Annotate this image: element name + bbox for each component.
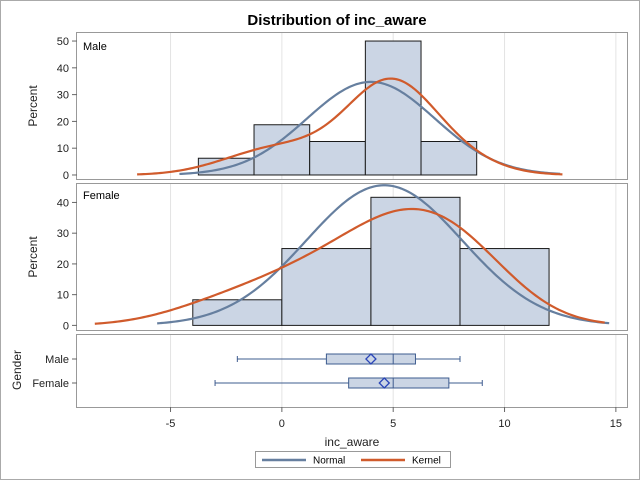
- boxplot-male-box: [325, 353, 416, 365]
- panel-female-kernel-curve: [94, 207, 605, 325]
- panel-male-ytick-label: 30: [57, 90, 69, 102]
- panel-male-bar: [364, 40, 422, 176]
- boxplot-male-label: Male: [45, 354, 69, 366]
- panel-male-ytick-label: 10: [57, 143, 69, 155]
- x-tick-label: 0: [279, 418, 285, 430]
- panel-male-bar: [309, 140, 366, 176]
- panel-male-ytick-label: 40: [57, 63, 69, 75]
- panel-male-label: Male: [83, 41, 107, 53]
- panel-male-ylabel: Percent: [26, 85, 40, 127]
- panel-female-frame: [76, 183, 628, 331]
- legend-normal-label: Normal: [313, 456, 345, 467]
- x-axis-label: inc_aware: [325, 435, 380, 449]
- chart-title: Distribution of inc_aware: [247, 12, 426, 29]
- panel-female-ytick-label: 0: [63, 320, 69, 332]
- legend: Normal Kernel: [255, 451, 451, 468]
- boxplot-female-box: [348, 377, 450, 389]
- x-tick-label: 15: [610, 418, 622, 430]
- panel-male-bar: [420, 140, 478, 176]
- boxplot-female-mean-marker: [378, 377, 391, 389]
- panel-male-ytick-label: 50: [57, 36, 69, 48]
- panel-female-bar: [370, 196, 461, 326]
- panel-female: Female Percent 0 10 20 30 40: [26, 183, 628, 332]
- x-tick-label: -5: [166, 418, 176, 430]
- panel-male-bar: [253, 124, 311, 176]
- boxplot-ylabel: Gender: [10, 350, 24, 390]
- panel-female-label: Female: [83, 190, 120, 202]
- panel-female-ytick-label: 20: [57, 259, 69, 271]
- x-axis: -5 0 5 10 15: [166, 407, 622, 430]
- panel-boxplot-frame: [76, 334, 628, 408]
- panel-female-ylabel: Percent: [26, 236, 40, 278]
- panel-male-kernel-curve: [137, 77, 563, 176]
- panel-male-ytick-label: 20: [57, 116, 69, 128]
- panel-female-bar: [459, 248, 550, 326]
- panel-female-bar: [192, 299, 283, 326]
- panel-female-ytick-label: 30: [57, 228, 69, 240]
- panel-female-ytick-label: 10: [57, 290, 69, 302]
- panel-male-ytick-label: 0: [63, 170, 69, 182]
- x-tick-label: 5: [390, 418, 396, 430]
- legend-frame: [255, 451, 451, 468]
- panel-female-ytick-label: 40: [57, 197, 69, 209]
- panel-male-frame: [76, 32, 628, 180]
- panel-male: Male Percent 0 10 20 30 40 50: [26, 32, 628, 182]
- panel-boxplot: Gender Male Female: [10, 334, 628, 408]
- panel-female-normal-curve: [157, 184, 610, 325]
- legend-kernel-label: Kernel: [412, 456, 441, 467]
- boxplot-male-mean-marker: [365, 353, 377, 365]
- boxplot-female-label: Female: [32, 378, 69, 390]
- x-tick-label: 10: [498, 418, 510, 430]
